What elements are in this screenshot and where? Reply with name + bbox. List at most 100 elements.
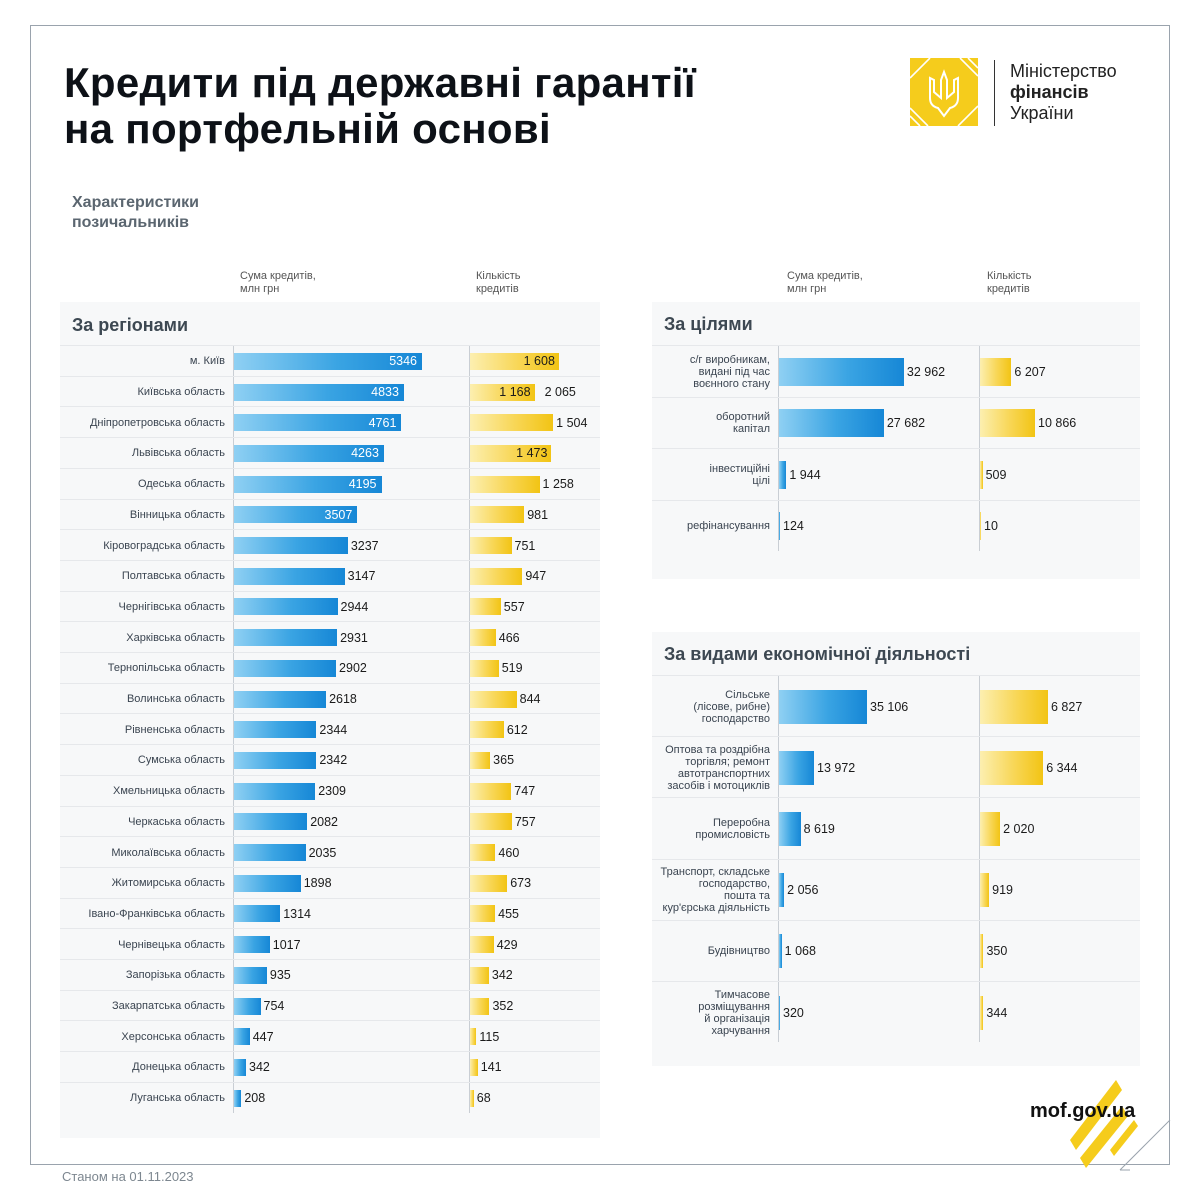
sum-value-label: 4833 bbox=[371, 385, 399, 400]
sum-bar bbox=[234, 905, 281, 923]
sum-bar bbox=[234, 598, 338, 616]
category-label: Тимчасове розміщування й організація харчув… bbox=[656, 989, 770, 1037]
count-value-label: 10 866 bbox=[1038, 416, 1077, 431]
category-label-line: господарство bbox=[701, 712, 770, 725]
count-value-label: 612 bbox=[506, 722, 528, 737]
sum-bar bbox=[234, 874, 301, 892]
category-label: Будівництво bbox=[656, 945, 770, 957]
sum-bar bbox=[234, 690, 327, 708]
category-label-line: Сумська область bbox=[137, 754, 225, 767]
chart-row: оборотний капітал 27 682 10 866 bbox=[652, 396, 1140, 450]
chart-row: Переробна промисловість 8 619 2 020 bbox=[652, 797, 1140, 859]
category-label: Запорізька область bbox=[64, 969, 225, 981]
count-value-label: 6 344 bbox=[1046, 760, 1078, 775]
category-label: Одеська область bbox=[64, 478, 225, 490]
sum-bar bbox=[779, 689, 867, 724]
category-label-line: Одеська область bbox=[137, 478, 225, 491]
count-bar bbox=[470, 567, 523, 585]
sum-value-label: 27 682 bbox=[886, 416, 926, 431]
sum-bar bbox=[234, 659, 337, 677]
sum-value-label: 935 bbox=[269, 968, 291, 983]
count-value-label: 557 bbox=[503, 599, 525, 614]
sum-value-label: 124 bbox=[783, 519, 804, 534]
category-label-line: Волинська область bbox=[126, 693, 225, 706]
count-bar bbox=[470, 751, 491, 769]
count-value-label: 352 bbox=[492, 999, 514, 1014]
category-label-line: засобів і мотоциклів bbox=[667, 779, 770, 792]
count-bar bbox=[980, 357, 1012, 386]
category-label: Хмельницька область bbox=[64, 785, 225, 797]
count-bar bbox=[470, 506, 525, 524]
ministry-name: Міністерство фінансів України bbox=[1010, 61, 1117, 124]
sum-value-label: 447 bbox=[252, 1029, 274, 1044]
count-bar bbox=[470, 905, 496, 923]
chart-row: Луганська область 208 68 bbox=[60, 1081, 600, 1114]
category-label-line: видані під час bbox=[698, 365, 770, 378]
subtitle-line-2: позичальників bbox=[72, 214, 189, 231]
chart-row: Будівництво 1 068 350 bbox=[652, 919, 1140, 982]
count-bar bbox=[470, 352, 559, 370]
section-regions: За регіонами м. Київ 5346 1 608 Київська об… bbox=[60, 302, 600, 1138]
count-bar bbox=[470, 444, 552, 462]
category-label: Тернопільська область bbox=[64, 662, 225, 674]
chart-row: Житомирська область 1898 673 bbox=[60, 866, 600, 899]
count-bar bbox=[980, 750, 1044, 785]
chart-row: Миколаївська область 2035 460 bbox=[60, 836, 600, 868]
sum-value-label: 4263 bbox=[351, 446, 379, 461]
chart-row: Полтавська область 3147 947 bbox=[60, 559, 600, 592]
count-value-label: 673 bbox=[510, 876, 532, 891]
category-label: рефінансування bbox=[656, 520, 770, 532]
title-line-1: Кредити під державні гарантії bbox=[64, 59, 696, 106]
subtitle: Характеристики позичальників bbox=[72, 193, 199, 233]
chart-row: рефінансування 124 10 bbox=[652, 499, 1140, 553]
sum-bar bbox=[779, 460, 787, 489]
sum-value-label: 3147 bbox=[347, 569, 376, 584]
chart-row: Сільське (лісове, рибне) господарство 35 10… bbox=[652, 675, 1140, 737]
category-label: м. Київ bbox=[64, 355, 225, 367]
count-bar bbox=[470, 813, 512, 831]
count-value-label: 344 bbox=[986, 1005, 1008, 1020]
count-value-label: 455 bbox=[498, 906, 520, 921]
sum-bar bbox=[234, 1089, 242, 1107]
count-bar bbox=[470, 537, 512, 555]
category-label: Львівська область bbox=[64, 447, 225, 459]
count-value-label: 115 bbox=[479, 1029, 500, 1044]
category-label-line: й організація bbox=[704, 1012, 770, 1025]
count-value-label: 1 168 bbox=[499, 385, 531, 400]
section-title-activity: За видами економічної діяльності bbox=[664, 644, 971, 664]
sum-value-label: 32 962 bbox=[906, 364, 946, 379]
category-label-line: Дніпропетровська область bbox=[89, 416, 225, 429]
category-label-line: торгівля; ремонт bbox=[685, 755, 770, 768]
sum-bar bbox=[234, 751, 317, 769]
sum-bar bbox=[234, 1028, 250, 1046]
header-count-left: Кількість кредитів bbox=[476, 270, 521, 296]
chart-row: Тимчасове розміщування й організація харчув… bbox=[652, 981, 1140, 1043]
sum-value-label: 2 056 bbox=[787, 883, 819, 898]
category-label: Вінницька область bbox=[64, 509, 225, 521]
count-bar bbox=[980, 512, 981, 541]
sum-bar bbox=[234, 997, 261, 1015]
category-label-line: інвестиційні bbox=[709, 462, 770, 475]
chart-row: Харківська область 2931 466 bbox=[60, 621, 600, 653]
category-label-line: Закарпатська область bbox=[112, 1000, 225, 1013]
sum-value-label: 1314 bbox=[283, 906, 312, 921]
sum-bar bbox=[779, 873, 785, 908]
category-label-line: Рівненська область bbox=[124, 723, 225, 736]
count-bar bbox=[470, 598, 501, 616]
chart-row: Сумська область 2342 365 bbox=[60, 744, 600, 776]
sum-value-label: 1 068 bbox=[784, 944, 816, 959]
category-label-line: Київська область bbox=[137, 386, 225, 399]
header-count-line-1: Кількість bbox=[476, 270, 521, 282]
count-bar bbox=[470, 874, 508, 892]
corner-stripes-icon bbox=[1070, 1080, 1171, 1171]
category-label: Волинська область bbox=[64, 693, 225, 705]
count-extra-label: 2 065 bbox=[544, 385, 576, 400]
sum-bar bbox=[234, 813, 308, 831]
count-bar bbox=[470, 690, 517, 708]
sum-bar bbox=[234, 414, 402, 432]
sum-value-label: 2902 bbox=[339, 661, 367, 676]
chart-row: Чернігівська область 2944 557 bbox=[60, 590, 600, 623]
sum-bar bbox=[779, 409, 884, 438]
chart-row: Хмельницька область 2309 747 bbox=[60, 774, 600, 807]
sum-value-label: 4195 bbox=[348, 477, 377, 492]
